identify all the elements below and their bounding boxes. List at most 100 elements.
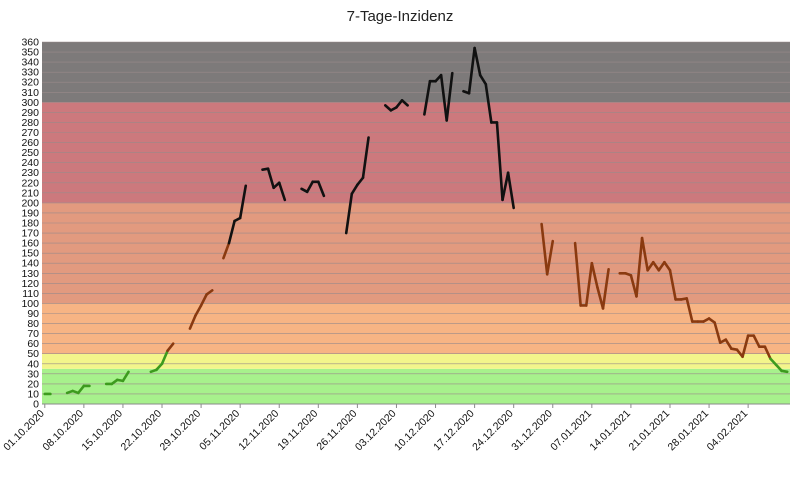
x-tick-31.12.2020: 31.12.2020	[509, 408, 555, 454]
x-tick-07.01.2021: 07.01.2021	[548, 408, 594, 454]
y-tick-90: 90	[27, 308, 39, 320]
series-line-6-4	[277, 181, 287, 202]
series-line-3-2	[155, 362, 164, 372]
x-tick-21.01.2021: 21.01.2021	[626, 408, 672, 454]
series-line-5-4	[238, 184, 248, 220]
x-tick-15.10.2020: 15.10.2020	[79, 408, 125, 454]
y-tick-240: 240	[21, 157, 39, 169]
y-tick-210: 210	[21, 187, 39, 199]
chart-title: 7-Tage-Inzidenz	[347, 8, 454, 25]
series-line-7-4	[317, 180, 326, 198]
series-line-13-3	[584, 261, 594, 307]
series-line-13-6	[601, 267, 610, 310]
series-line-4-1	[188, 314, 197, 330]
series-line-9-4	[400, 99, 409, 107]
x-tick-22.10.2020: 22.10.2020	[118, 408, 164, 454]
series-line-10-5	[445, 71, 454, 122]
series-line-8-4	[361, 136, 370, 180]
y-tick-150: 150	[21, 248, 39, 260]
series-line-14-25	[752, 334, 761, 348]
series-line-11-3	[473, 46, 482, 77]
series-line-13-4	[590, 261, 599, 289]
x-tick-03.12.2020: 03.12.2020	[353, 408, 399, 454]
y-tick-50: 50	[27, 348, 39, 360]
series-line-4-4	[205, 289, 214, 296]
series-line-9-3	[395, 99, 404, 109]
series-line-11-7	[495, 121, 504, 202]
y-tick-30: 30	[27, 368, 39, 380]
series-line-13-1	[573, 241, 582, 307]
series-line-12-2	[545, 239, 555, 276]
y-tick-180: 180	[21, 218, 39, 230]
y-tick-270: 270	[21, 127, 39, 139]
x-tick-29.10.2020: 29.10.2020	[158, 408, 204, 454]
y-tick-40: 40	[27, 358, 39, 370]
y-tick-350: 350	[21, 47, 39, 59]
series-line-14-10	[668, 268, 677, 301]
series-line-8-1	[344, 192, 354, 235]
band-0-35	[42, 368, 790, 404]
series-line-2-4	[121, 370, 130, 383]
band-50-100	[42, 303, 790, 354]
y-tick-110: 110	[22, 288, 39, 300]
series-line-11-8	[501, 171, 510, 202]
x-tick-04.02.2021: 04.02.2021	[705, 408, 751, 454]
series-line-14-13	[685, 297, 694, 323]
gridlines	[42, 41, 790, 405]
y-tick-0: 0	[33, 399, 39, 411]
series-line-13-5	[596, 286, 605, 310]
series-line-6-2	[266, 167, 275, 190]
y-tick-200: 200	[21, 197, 39, 209]
y-tick-190: 190	[21, 207, 39, 219]
y-tick-220: 220	[21, 177, 39, 189]
x-tick-01.10.2020: 01.10.2020	[1, 408, 47, 454]
y-tick-10: 10	[27, 388, 39, 400]
y-tick-170: 170	[21, 228, 39, 240]
y-tick-70: 70	[27, 328, 39, 340]
x-axis-ticks: 01.10.202008.10.202015.10.202022.10.2020…	[1, 404, 750, 453]
y-tick-360: 360	[21, 37, 39, 49]
y-tick-230: 230	[21, 167, 39, 179]
series-line-11-4	[478, 73, 488, 86]
y-tick-250: 250	[21, 147, 39, 159]
x-tick-14.01.2021: 14.01.2021	[587, 408, 633, 454]
series-line-1-3	[76, 384, 86, 395]
series-line-10-4	[439, 73, 449, 122]
band-35-50	[42, 353, 790, 369]
series-line-5-2	[227, 219, 236, 245]
x-tick-28.01.2021: 28.01.2021	[666, 408, 712, 454]
x-tick-08.10.2020: 08.10.2020	[40, 408, 86, 454]
y-tick-320: 320	[21, 77, 39, 89]
incidence-series	[43, 46, 789, 396]
y-tick-290: 290	[21, 107, 39, 119]
x-tick-19.11.2020: 19.11.2020	[275, 408, 320, 453]
series-line-14-8	[657, 260, 666, 272]
y-tick-310: 310	[21, 87, 39, 99]
y-tick-280: 280	[21, 117, 39, 129]
series-line-14-9	[663, 260, 672, 272]
x-tick-24.12.2020: 24.12.2020	[470, 408, 516, 454]
series-line-4-2	[194, 304, 203, 317]
x-tick-10.12.2020: 10.12.2020	[392, 408, 438, 454]
series-line-14-5	[640, 236, 649, 272]
series-line-10-1	[423, 79, 432, 116]
series-line-14-4	[635, 236, 644, 298]
series-line-14-6	[646, 260, 655, 272]
series-line-8-2	[350, 183, 359, 196]
y-tick-260: 260	[21, 137, 39, 149]
y-tick-120: 120	[21, 278, 39, 290]
y-tick-300: 300	[21, 97, 39, 109]
series-line-4-3	[199, 293, 208, 307]
series-line-14-29	[774, 363, 783, 373]
y-tick-140: 140	[21, 258, 39, 270]
series-line-14-28	[769, 357, 778, 367]
x-tick-17.12.2020: 17.12.2020	[431, 408, 477, 454]
y-tick-160: 160	[21, 238, 39, 250]
series-line-8-3	[356, 176, 365, 187]
y-tick-130: 130	[21, 268, 39, 280]
y-axis-ticks: 0102030405060708090100110120130140150160…	[21, 37, 39, 411]
series-line-11-9	[506, 171, 515, 210]
series-line-5-1	[222, 241, 231, 260]
